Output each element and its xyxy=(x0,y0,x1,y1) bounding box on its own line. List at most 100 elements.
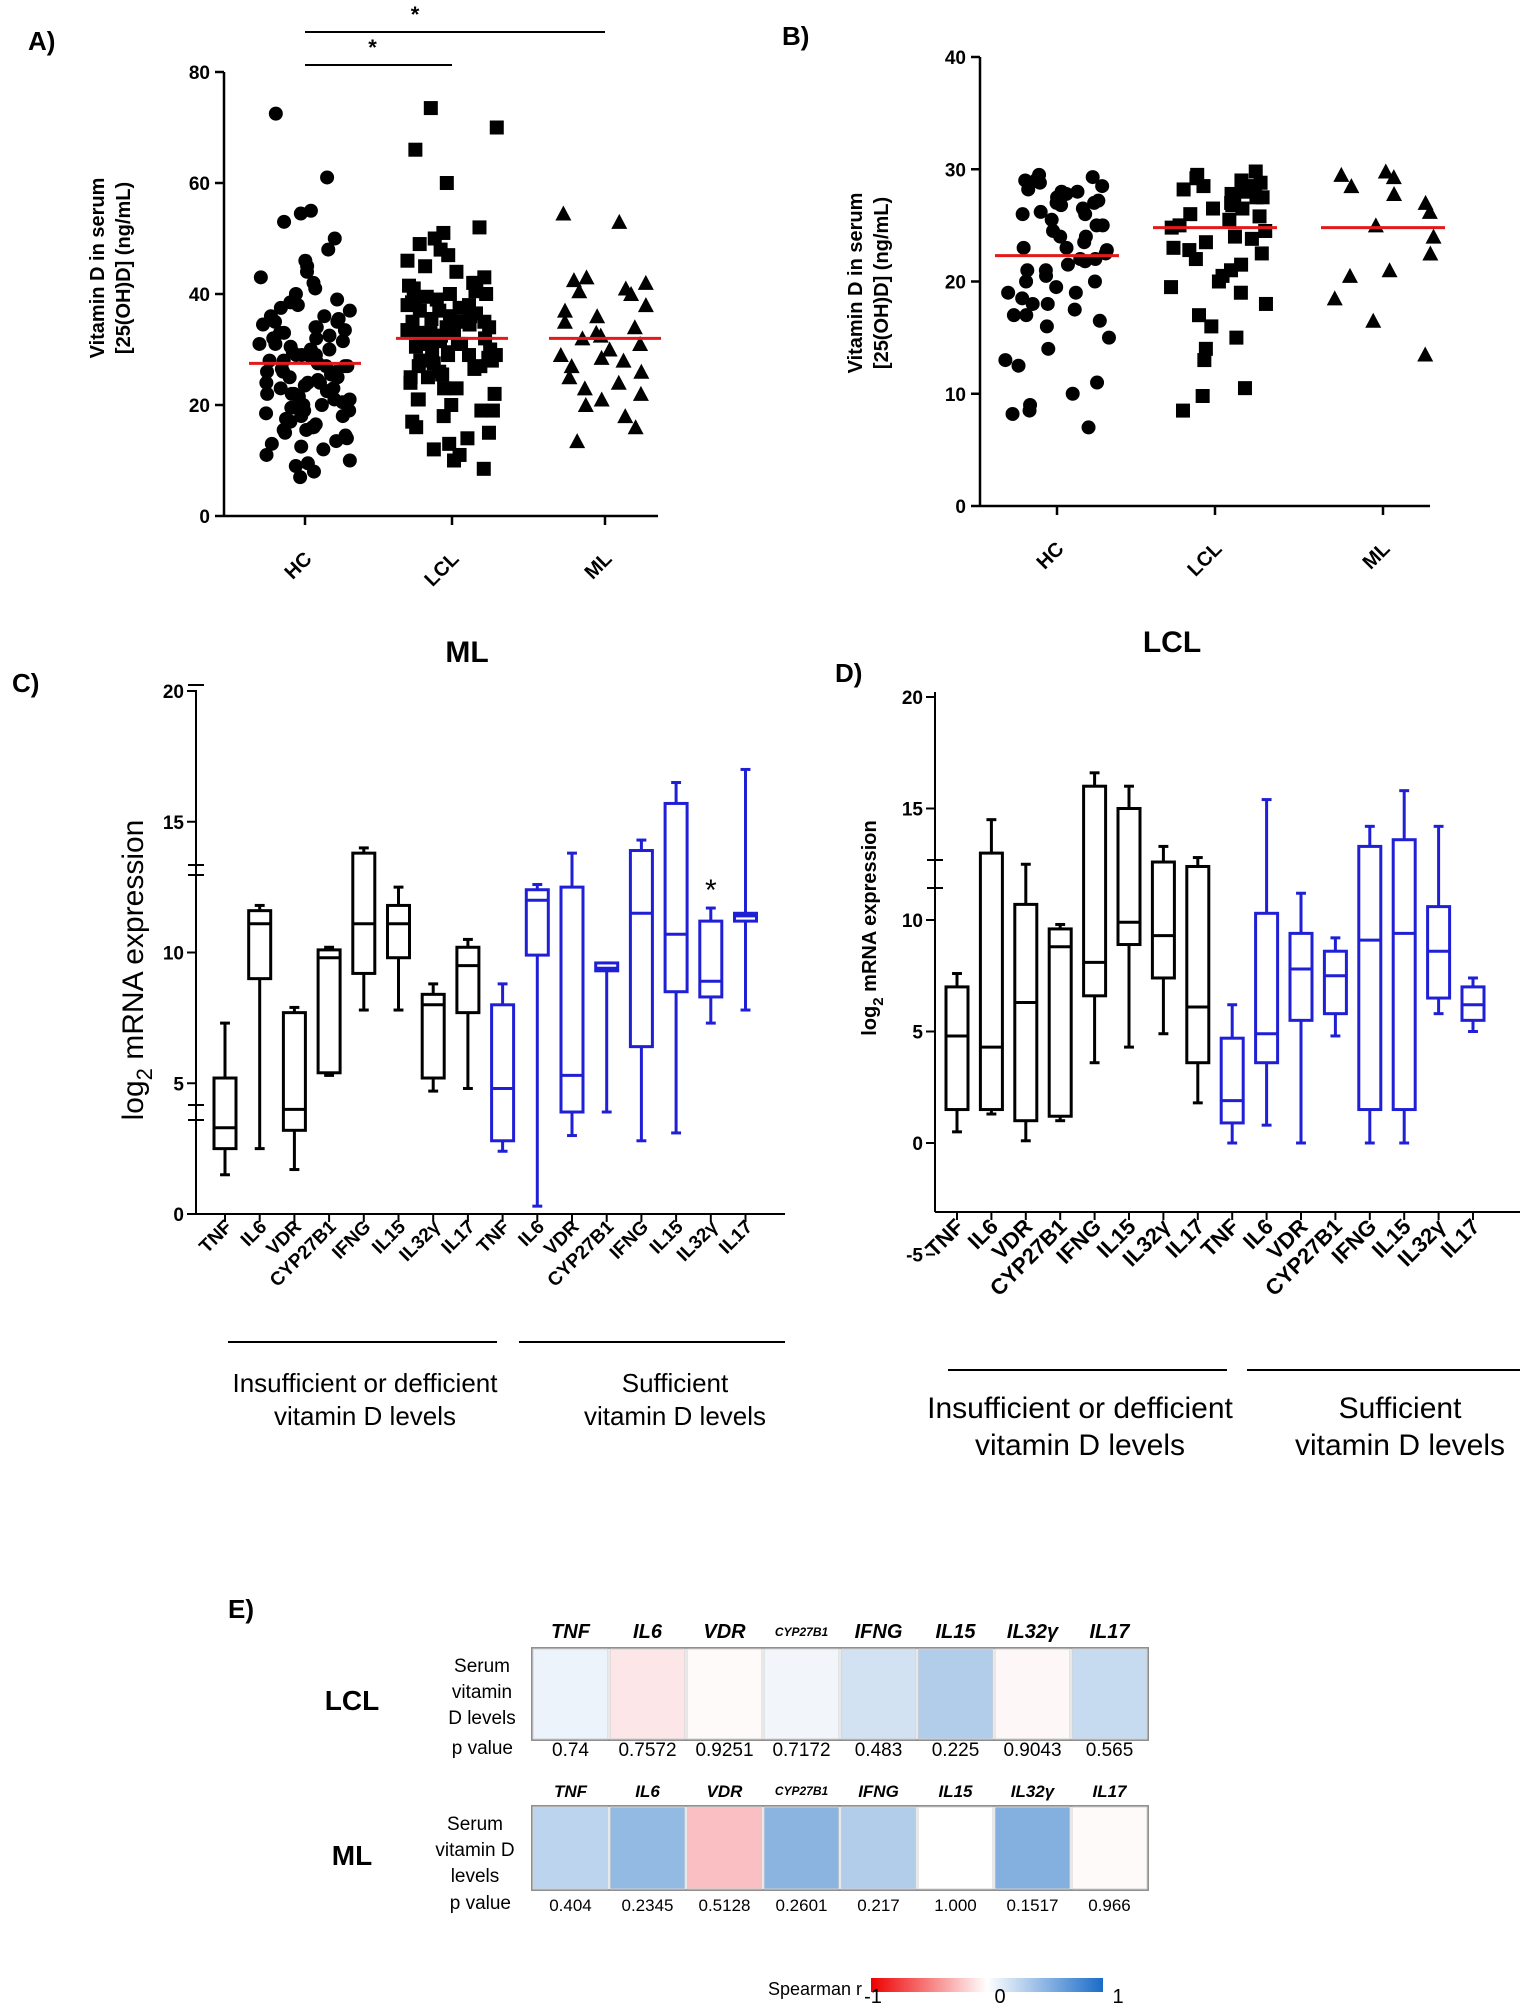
panel-c-ylabel: log2 mRNA expression xyxy=(117,820,157,1121)
panel-a-point-ml xyxy=(611,375,627,390)
heatmap-cell-ml-il17 xyxy=(1072,1807,1147,1889)
panel-a-point-hc xyxy=(294,207,308,221)
panel-a-point-ml xyxy=(627,319,643,334)
panel-b-ytick-label: 30 xyxy=(945,160,966,181)
panel-a-point-lcl xyxy=(404,370,418,384)
panel-d-ytick-label: 10 xyxy=(902,911,923,932)
panel-a-point-hc xyxy=(260,387,274,401)
panel-b-point-lcl xyxy=(1258,224,1272,238)
panel-a-point-hc xyxy=(260,365,274,379)
panel-b-point-hc xyxy=(1082,420,1096,434)
panel-d-box xyxy=(1324,951,1346,1013)
spearman-tick-neg1: -1 xyxy=(864,1986,882,2005)
panel-a-significance-star: * xyxy=(411,2,420,27)
panel-a-point-lcl xyxy=(412,392,426,406)
panel-a-point-hc xyxy=(329,434,343,448)
heatmap-p-value-lcl: 0.7172 xyxy=(772,1740,830,1761)
panel-a-point-hc xyxy=(293,470,307,484)
panel-b-point-lcl xyxy=(1238,381,1252,395)
panel-a-point-lcl xyxy=(401,298,415,312)
panel-b-ytick-label: 20 xyxy=(945,273,966,294)
panel-d-ytick-label: 0 xyxy=(912,1134,923,1155)
panel-a-point-hc xyxy=(343,454,357,468)
panel-a-point-ml xyxy=(578,397,594,412)
panel-c-group2-line2: vitamin D levels xyxy=(584,1401,766,1431)
panel-a-point-hc xyxy=(277,423,291,437)
panel-b-point-lcl xyxy=(1197,353,1211,367)
panel-b-point-lcl xyxy=(1256,190,1270,204)
panel-a-point-hc xyxy=(295,348,309,362)
panel-d-ytick-label: 5 xyxy=(912,1023,923,1044)
panel-b-point-hc xyxy=(1050,196,1064,210)
panel-a-point-ml xyxy=(579,269,595,284)
panel-d-xtick-label: IL17 xyxy=(1436,1214,1485,1263)
panel-a-point-hc xyxy=(309,348,323,362)
panel-d-ytick-label: -5 xyxy=(906,1246,923,1267)
panel-b-xtick-label: HC xyxy=(1033,538,1069,574)
panel-b-point-hc xyxy=(1078,207,1092,221)
panel-a-ytick-label: 20 xyxy=(189,396,210,417)
heatmap-gene-label-ml: IFNG xyxy=(858,1782,899,1801)
panel-b-point-hc xyxy=(1019,308,1033,322)
panel-a-point-lcl xyxy=(427,442,441,456)
panel-a-point-ml xyxy=(638,297,654,312)
panel-d-box xyxy=(1084,786,1106,996)
panel-a-point-hc xyxy=(320,170,334,184)
heatmap-ml-p-label: p value xyxy=(450,1893,511,1914)
panel-b-ytick-label: 40 xyxy=(945,48,966,69)
panel-d-group2-line1: Sufficient xyxy=(1339,1392,1463,1425)
heatmap-lcl-rowlabel-2: vitamin xyxy=(452,1682,512,1703)
panel-a-point-lcl xyxy=(413,237,427,251)
panel-c-box xyxy=(630,851,652,1047)
panel-a-point-lcl xyxy=(443,287,457,301)
panel-b-point-ml xyxy=(1365,313,1381,328)
heatmap-gene-label-lcl: IL17 xyxy=(1089,1621,1130,1643)
heatmap-lcl-rowlabel-1: Serum xyxy=(454,1656,510,1677)
heatmap-cell-ml-cyp27b1 xyxy=(764,1807,839,1889)
panel-b-point-lcl xyxy=(1212,275,1226,289)
panel-b-point-lcl xyxy=(1196,179,1210,193)
panel-a-point-hc xyxy=(306,420,320,434)
heatmap-cell-lcl-il6 xyxy=(610,1649,685,1739)
heatmap-cell-lcl-tnf xyxy=(533,1649,608,1739)
panel-b-point-hc xyxy=(1069,286,1083,300)
panel-b-point-hc xyxy=(1066,387,1080,401)
heatmap-p-value-ml: 0.1517 xyxy=(1007,1896,1059,1915)
panel-b-point-hc xyxy=(1001,286,1015,300)
panel-a-point-hc xyxy=(308,320,322,334)
heatmap-cell-ml-il6 xyxy=(610,1807,685,1889)
panel-a-point-ml xyxy=(611,214,627,229)
panel-c-ytick-label: 5 xyxy=(173,1074,184,1095)
panel-a-point-lcl xyxy=(460,431,474,445)
panel-b-point-hc xyxy=(1012,359,1026,373)
panel-a-point-hc xyxy=(308,281,322,295)
heatmap-gene-label-lcl: TNF xyxy=(551,1621,591,1643)
heatmap-cell-ml-ifng xyxy=(841,1807,916,1889)
panel-a-significance-star: * xyxy=(368,35,377,60)
panel-c-ytick-label: 0 xyxy=(173,1205,184,1226)
panel-d-box xyxy=(1118,809,1140,945)
panel-a-point-hc xyxy=(277,354,291,368)
spearman-colorbar xyxy=(871,1978,1103,1992)
heatmap-gene-label-ml: IL15 xyxy=(938,1782,973,1801)
heatmap-gene-label-ml: IL6 xyxy=(635,1782,660,1801)
heatmap-gene-label-ml: TNF xyxy=(554,1782,588,1801)
panel-a-point-lcl xyxy=(482,320,496,334)
panel-d-box xyxy=(946,987,968,1110)
panel-c-box xyxy=(318,950,340,1073)
panel-a-point-lcl xyxy=(424,101,438,115)
panel-c-significance-star: * xyxy=(705,874,717,907)
panel-b-point-ml xyxy=(1382,262,1398,277)
panel-a-point-lcl xyxy=(418,259,432,273)
panel-d-box xyxy=(1359,846,1381,1109)
heatmap-gene-label-lcl: IFNG xyxy=(855,1621,903,1643)
panel-b-ytick-label: 0 xyxy=(955,497,966,518)
panel-b-point-hc xyxy=(1039,269,1053,283)
heatmap-ml-rowlabel-3: levels xyxy=(451,1866,500,1887)
panel-a-point-hc xyxy=(329,365,343,379)
panel-c-ytick-label: 10 xyxy=(163,944,184,965)
panel-a-point-hc xyxy=(269,107,283,121)
panel-a-point-lcl xyxy=(425,343,439,357)
panel-a-ylabel-line1: Vitamin D in serum xyxy=(87,178,109,359)
panel-label-b: B) xyxy=(782,21,809,51)
